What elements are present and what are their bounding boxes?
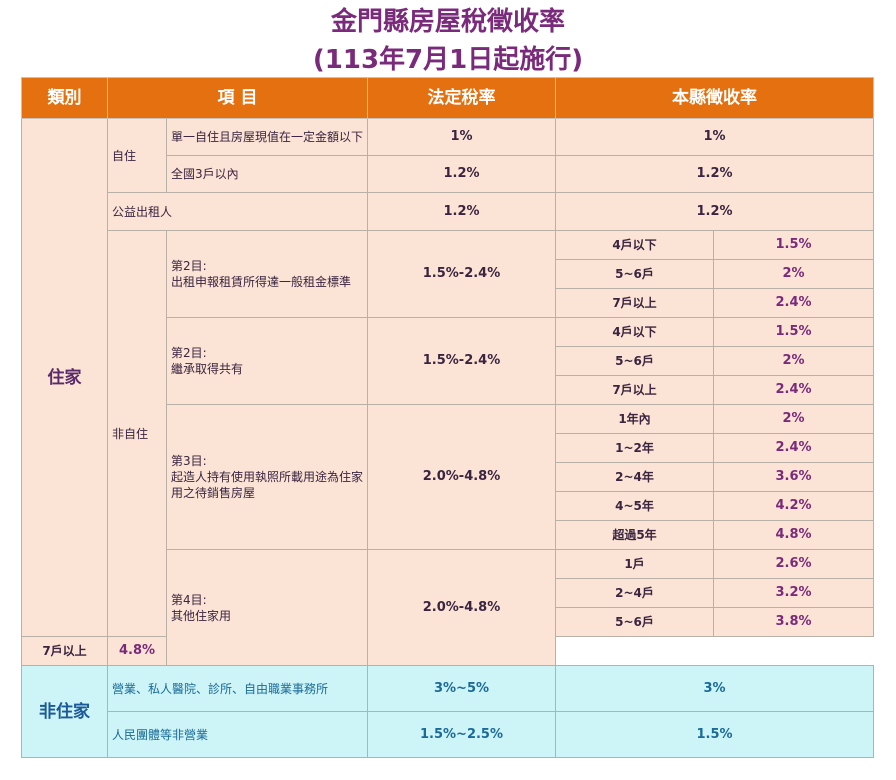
- item-cell: 第2目: 出租申報租賃所得達一般租金標準: [165, 230, 369, 318]
- legal-rate-cell: 2.0%-4.8%: [367, 404, 557, 550]
- tier-rate: 4.2%: [713, 491, 875, 521]
- item-clause: 第4目:: [171, 592, 207, 607]
- tier-rate: 1.5%: [713, 230, 875, 260]
- legal-rate-cell: 2.0%-4.8%: [367, 549, 557, 666]
- tier-condition: 2~4戶: [555, 578, 715, 608]
- header-item: 項 目: [106, 77, 369, 119]
- county-rate-cell: 1.2%: [555, 192, 875, 231]
- category-residential: 住家: [21, 118, 108, 637]
- tier-rate: 2.4%: [713, 433, 875, 463]
- legal-rate-cell: 3%~5%: [367, 665, 557, 712]
- tier-condition: 4~5年: [555, 491, 715, 521]
- tier-condition: 4戶以下: [555, 230, 715, 260]
- table-row: 住家 自住 單一自住且房屋現值在一定金額以下 1% 1%: [21, 118, 875, 637]
- tier-condition: 2~4年: [555, 462, 715, 492]
- tier-condition: 5~6戶: [555, 346, 715, 376]
- tier-rate: 3.2%: [713, 578, 875, 608]
- legal-rate-cell: 1.2%: [367, 192, 557, 231]
- tier-condition: 7戶以上: [555, 288, 715, 318]
- item-cell: 第2目: 繼承取得共有: [165, 317, 369, 405]
- item-cell: 人民團體等非營業: [106, 711, 369, 758]
- item-cell: 第4目: 其他住家用: [165, 549, 369, 666]
- tier-rate: 4.8%: [107, 636, 167, 666]
- header-row: 類別 項 目 法定稅率 本縣徵收率: [21, 77, 875, 119]
- tier-condition: 1戶: [555, 549, 715, 579]
- item-clause: 第2目:: [171, 259, 207, 273]
- item-desc: 出租申報租賃所得達一般租金標準: [171, 275, 352, 289]
- tier-condition: 7戶以上: [555, 375, 715, 405]
- tier-rate: 2%: [713, 404, 875, 434]
- subcategory-self-use: 自住: [107, 118, 167, 193]
- page-title: 金門縣房屋稅徵收率: [330, 7, 565, 37]
- table-row: 第2目: 繼承取得共有 1.5%-2.4% 4戶以下 1.5%: [22, 317, 875, 405]
- table-row: 公益出租人 1.2% 1.2%: [22, 192, 875, 231]
- table-row: 2~4年 3.6%: [22, 462, 875, 492]
- tier-rate: 3.6%: [713, 462, 875, 492]
- item-desc: 起造人持有使用執照所載用途為住家用之待銷售房屋: [171, 470, 364, 500]
- header-category: 類別: [21, 77, 108, 119]
- table-row: 5~6戶 2%: [22, 346, 875, 376]
- tier-condition: 1~2年: [555, 433, 715, 463]
- tier-rate: 4.8%: [713, 520, 875, 550]
- table-row: 非自住 第2目: 出租申報租賃所得達一般租金標準 1.5%-2.4% 4戶以下 …: [22, 230, 875, 637]
- table-row: 超過5年 4.8%: [22, 520, 875, 550]
- subcategory-non-self-use: 非自住: [107, 230, 167, 637]
- tier-rate: 2%: [713, 346, 875, 376]
- header-legal-rate: 法定稅率: [367, 77, 557, 119]
- table-row: 7戶以上 4.8%: [21, 636, 874, 666]
- table-row: 1~2年 2.4%: [22, 433, 875, 463]
- legal-rate-cell: 1.5%~2.5%: [367, 711, 557, 758]
- tier-condition: 超過5年: [555, 520, 715, 550]
- county-rate-cell: 1%: [555, 118, 875, 156]
- category-non-residential: 非住家: [21, 665, 108, 758]
- tier-rate: 2.4%: [713, 288, 875, 318]
- item-cell: 單一自住且房屋現值在一定金額以下: [165, 118, 369, 156]
- table-row: 5~6戶 2%: [22, 259, 875, 289]
- page-subtitle: (113年7月1日起施行): [312, 45, 584, 75]
- table-row: 人民團體等非營業 1.5%~2.5% 1.5%: [22, 711, 875, 758]
- table-row: 第3目: 起造人持有使用執照所載用途為住家用之待銷售房屋 2.0%-4.8% 1…: [22, 404, 875, 550]
- item-desc: 其他住家用: [171, 608, 232, 623]
- table-row: 4~5年 4.2%: [22, 491, 875, 521]
- table-row: 非住家 營業、私人醫院、診所、自由職業事務所 3%~5% 3%: [21, 665, 875, 758]
- county-rate-cell: 1.2%: [555, 155, 875, 193]
- tier-rate: 2%: [713, 259, 875, 289]
- item-clause: 第2目:: [171, 346, 207, 360]
- county-rate-cell: 1.5%: [555, 711, 875, 758]
- legal-rate-cell: 1%: [367, 118, 557, 156]
- table-row: 第4目: 其他住家用 2.0%-4.8% 1戶 2.6%: [22, 549, 875, 666]
- tier-condition: 4戶以下: [555, 317, 715, 347]
- item-cell-public-rental: 公益出租人: [106, 192, 369, 231]
- tier-condition: 5~6戶: [555, 259, 715, 289]
- item-desc: 繼承取得共有: [171, 362, 244, 376]
- tier-rate: 3.8%: [713, 607, 875, 637]
- tax-rate-table: 類別 項 目 法定稅率 本縣徵收率 住家 自住 單一自住且房屋現值在一定金額以下…: [21, 77, 875, 758]
- tier-condition: 5~6戶: [555, 607, 715, 637]
- legal-rate-cell: 1.5%-2.4%: [367, 230, 557, 318]
- table-row: 2~4戶 3.2%: [22, 578, 875, 608]
- tier-rate: 2.6%: [713, 549, 875, 579]
- tier-rate: 1.5%: [713, 317, 875, 347]
- table-row: 全國3戶以內 1.2% 1.2%: [22, 155, 875, 193]
- item-cell: 全國3戶以內: [165, 155, 369, 193]
- legal-rate-cell: 1.2%: [367, 155, 557, 193]
- legal-rate-cell: 1.5%-2.4%: [367, 317, 557, 405]
- table-row: 5~6戶 3.8%: [22, 607, 875, 637]
- table-row: 7戶以上 2.4%: [22, 288, 875, 318]
- item-cell: 第3目: 起造人持有使用執照所載用途為住家用之待銷售房屋: [165, 404, 369, 550]
- tier-rate: 2.4%: [713, 375, 875, 405]
- item-clause: 第3目:: [171, 454, 207, 468]
- header-county-rate: 本縣徵收率: [555, 77, 875, 119]
- tier-condition: 1年內: [555, 404, 715, 434]
- item-cell: 營業、私人醫院、診所、自由職業事務所: [106, 665, 369, 712]
- tier-condition: 7戶以上: [21, 636, 108, 666]
- county-rate-cell: 3%: [555, 665, 875, 712]
